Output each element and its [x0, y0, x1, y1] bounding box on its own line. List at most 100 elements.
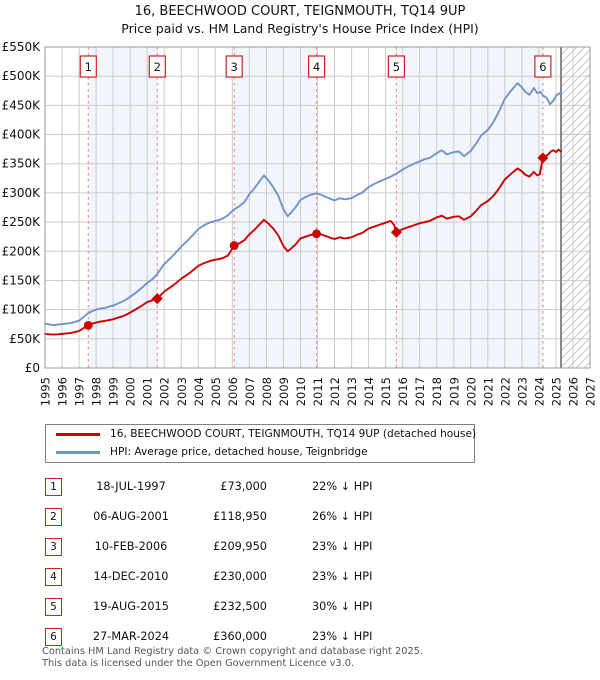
hpi-line	[44, 82, 562, 327]
table-row: 2 06-AUG-2001 £118,950 26% ↓ HPI	[0, 508, 600, 528]
sale-number-badge: 6	[45, 628, 62, 646]
x-axis-label: 1996	[56, 377, 70, 406]
x-axis-label: 2020	[464, 377, 478, 406]
y-axis-label: £0	[25, 361, 40, 375]
sale-flag-number: 3	[231, 60, 238, 74]
sale-number-badge: 5	[45, 598, 62, 616]
x-axis-label: 2015	[379, 377, 393, 406]
legend-label: HPI: Average price, detached house, Teig…	[110, 446, 368, 458]
x-axis-label: 2021	[481, 377, 495, 406]
x-axis-label: 2014	[362, 377, 376, 406]
x-axis-label: 2017	[413, 377, 427, 406]
x-axis-label: 2012	[328, 377, 342, 406]
ownership-band	[88, 47, 158, 368]
sale-hpi-diff: 23% ↓ HPI	[312, 570, 373, 583]
x-axis-label: 2000	[124, 377, 138, 406]
footer-line-1: Contains HM Land Registry data © Crown c…	[42, 646, 424, 657]
sale-date: 27-MAR-2024	[92, 630, 170, 643]
sale-hpi-diff: 26% ↓ HPI	[312, 510, 373, 523]
legend-item-property: 16, BEECHWOOD COURT, TEIGNMOUTH, TQ14 9U…	[46, 425, 477, 443]
y-axis-label: £150K	[2, 274, 42, 288]
sale-flag-5	[387, 55, 405, 78]
chart-header: 16, BEECHWOOD COURT, TEIGNMOUTH, TQ14 9U…	[0, 3, 600, 37]
x-axis-label: 2013	[345, 377, 359, 406]
y-axis-label: £100K	[2, 303, 42, 317]
sale-flag-number: 5	[393, 60, 400, 74]
sale-flag-number: 4	[313, 60, 320, 74]
x-axis-label: 2001	[141, 377, 155, 406]
sale-number-badge: 1	[45, 478, 62, 496]
sale-flag-number: 1	[85, 60, 92, 74]
table-row: 6 27-MAR-2024 £360,000 23% ↓ HPI	[0, 628, 600, 648]
y-axis-label: £350K	[2, 157, 42, 171]
sale-marker-4	[312, 229, 321, 239]
sale-marker-3	[229, 241, 239, 250]
property-line-swatch	[56, 433, 100, 436]
x-axis-label: 2026	[567, 377, 581, 406]
x-axis-label: 2008	[260, 377, 274, 406]
x-axis-label: 2009	[277, 377, 291, 406]
sale-hpi-diff: 23% ↓ HPI	[312, 630, 373, 643]
x-axis-label: 2010	[294, 377, 308, 406]
sale-date: 18-JUL-1997	[96, 480, 166, 493]
sale-flag-4	[308, 55, 326, 78]
sale-hpi-diff: 22% ↓ HPI	[312, 480, 373, 493]
ownership-band	[234, 47, 317, 368]
table-row: 4 14-DEC-2010 £230,000 23% ↓ HPI	[0, 568, 600, 588]
hpi-line-swatch	[56, 451, 100, 454]
x-axis-label: 2005	[209, 377, 223, 406]
x-axis-label: 1998	[90, 377, 104, 406]
x-axis-label: 2022	[498, 377, 512, 406]
y-axis-label: £450K	[2, 98, 42, 112]
sale-flag-1	[79, 55, 97, 78]
sale-hpi-diff: 23% ↓ HPI	[312, 540, 373, 553]
sale-marker-2	[151, 293, 163, 305]
footer-line-2: This data is licensed under the Open Gov…	[42, 657, 355, 669]
sale-date: 06-AUG-2001	[93, 510, 169, 523]
sale-date: 14-DEC-2010	[93, 570, 169, 583]
x-axis-label: 2025	[549, 377, 563, 406]
legend-label: 16, BEECHWOOD COURT, TEIGNMOUTH, TQ14 9U…	[110, 428, 477, 440]
chart-svg: 1 2 3 4 5 6 £0 £50K £100K £150K £200K £250K £300K £35…	[2, 40, 598, 406]
y-axis-label: £50K	[9, 332, 41, 346]
x-axis-label: 1999	[107, 377, 121, 406]
sale-flag-3	[225, 55, 243, 78]
sale-hpi-diff: 30% ↓ HPI	[312, 600, 373, 613]
sale-number-badge: 4	[45, 568, 62, 586]
x-axis-label: 2004	[192, 377, 206, 406]
sale-price: £230,000	[213, 570, 267, 583]
page-subtitle: Price paid vs. HM Land Registry's House …	[121, 21, 479, 36]
property-price-line	[44, 148, 562, 336]
sale-date: 19-AUG-2015	[93, 600, 169, 613]
chart-legend: 16, BEECHWOOD COURT, TEIGNMOUTH, TQ14 9U…	[45, 424, 477, 463]
sale-price: £360,000	[213, 630, 267, 643]
y-axis-label: £500K	[2, 69, 42, 83]
price-history-chart: 1 2 3 4 5 6 £0 £50K £100K £150K £200K £250K £300K £35…	[2, 40, 598, 406]
x-axis-label: 2023	[515, 377, 529, 406]
x-axis-label: 2007	[243, 377, 257, 406]
x-axis-label: 1995	[39, 377, 53, 406]
sale-price: £232,500	[213, 600, 267, 613]
x-axis-label: 2024	[532, 377, 546, 406]
license-footer: Contains HM Land Registry data © Crown c…	[42, 646, 598, 669]
future-hatch-area	[561, 47, 590, 368]
plot-border	[44, 46, 591, 369]
y-axis-label: £300K	[2, 186, 42, 200]
ownership-band	[396, 47, 543, 368]
y-axis-label: £200K	[2, 244, 42, 258]
sale-price: £118,950	[213, 510, 267, 523]
x-axis-label: 2016	[396, 377, 410, 406]
x-axis-label: 1997	[73, 377, 87, 406]
sale-number-badge: 2	[45, 508, 62, 526]
legend-item-hpi: HPI: Average price, detached house, Teig…	[46, 443, 474, 461]
x-axis-label: 2019	[447, 377, 461, 406]
sale-flag-number: 6	[539, 60, 546, 74]
sale-marker-1	[83, 321, 93, 330]
sale-flag-number: 2	[154, 60, 161, 74]
sale-flag-2	[148, 55, 166, 78]
sale-date: 10-FEB-2006	[94, 540, 168, 553]
y-axis-label: £550K	[2, 40, 42, 54]
sale-price: £209,950	[213, 540, 267, 553]
y-axis-label: £400K	[2, 128, 42, 142]
x-axis-label: 2018	[430, 377, 444, 406]
